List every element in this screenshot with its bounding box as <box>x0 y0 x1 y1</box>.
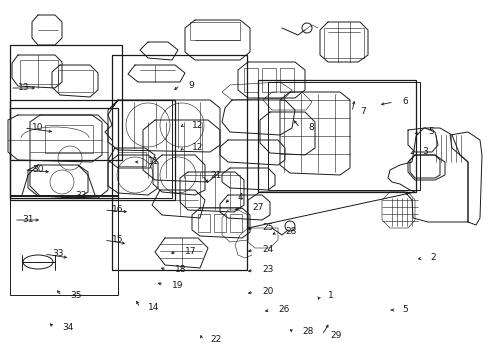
Bar <box>10 108 118 198</box>
Text: 24: 24 <box>262 246 273 255</box>
Text: 18: 18 <box>175 266 187 274</box>
Bar <box>268 82 420 190</box>
Text: 5: 5 <box>402 306 408 315</box>
Text: 4: 4 <box>238 194 244 202</box>
Text: 25: 25 <box>262 224 273 233</box>
Text: 27: 27 <box>252 203 264 212</box>
Text: 16: 16 <box>112 206 123 215</box>
Text: 12: 12 <box>192 144 203 153</box>
Bar <box>112 55 247 270</box>
Text: 30: 30 <box>32 166 44 175</box>
Text: 13: 13 <box>18 84 29 93</box>
Text: 21: 21 <box>210 171 221 180</box>
Bar <box>280 68 294 92</box>
Text: 33: 33 <box>52 249 64 258</box>
Bar <box>214 214 226 232</box>
Text: 22: 22 <box>210 336 221 345</box>
Text: 31: 31 <box>22 216 33 225</box>
Bar <box>112 55 247 270</box>
Bar <box>190 22 240 40</box>
Bar <box>262 68 276 92</box>
Text: 26: 26 <box>278 306 290 315</box>
Text: 10: 10 <box>32 123 44 132</box>
Text: 8: 8 <box>308 123 314 132</box>
Bar <box>324 28 364 58</box>
Bar <box>118 152 146 166</box>
Text: 20: 20 <box>262 288 273 297</box>
Text: 17: 17 <box>185 248 196 256</box>
Bar <box>10 100 175 200</box>
Bar <box>45 125 93 153</box>
Text: 19: 19 <box>172 280 183 289</box>
Bar <box>244 68 258 92</box>
Text: 14: 14 <box>148 303 159 312</box>
Text: 28: 28 <box>285 228 296 237</box>
Bar <box>20 60 58 84</box>
Bar <box>198 214 210 232</box>
Text: 29: 29 <box>330 330 342 339</box>
Text: 2: 2 <box>430 253 436 262</box>
Text: 34: 34 <box>62 324 74 333</box>
Bar <box>10 100 172 198</box>
Text: 32: 32 <box>75 192 86 201</box>
Text: 7: 7 <box>360 108 366 117</box>
Bar <box>258 80 416 192</box>
Bar <box>58 70 93 92</box>
Bar <box>10 195 118 295</box>
Text: 28: 28 <box>302 328 314 337</box>
Bar <box>185 175 240 207</box>
Text: 9: 9 <box>188 81 194 90</box>
Bar <box>10 45 122 160</box>
Text: 5: 5 <box>428 127 434 136</box>
Text: 35: 35 <box>70 292 81 301</box>
Bar <box>10 108 118 196</box>
Text: 1: 1 <box>328 291 334 300</box>
Text: 23: 23 <box>262 266 273 274</box>
Text: 15: 15 <box>112 235 123 244</box>
Text: 12: 12 <box>192 121 203 130</box>
Bar <box>230 214 242 232</box>
Text: 3: 3 <box>422 148 428 157</box>
Text: 11: 11 <box>148 158 160 166</box>
Text: 6: 6 <box>402 98 408 107</box>
